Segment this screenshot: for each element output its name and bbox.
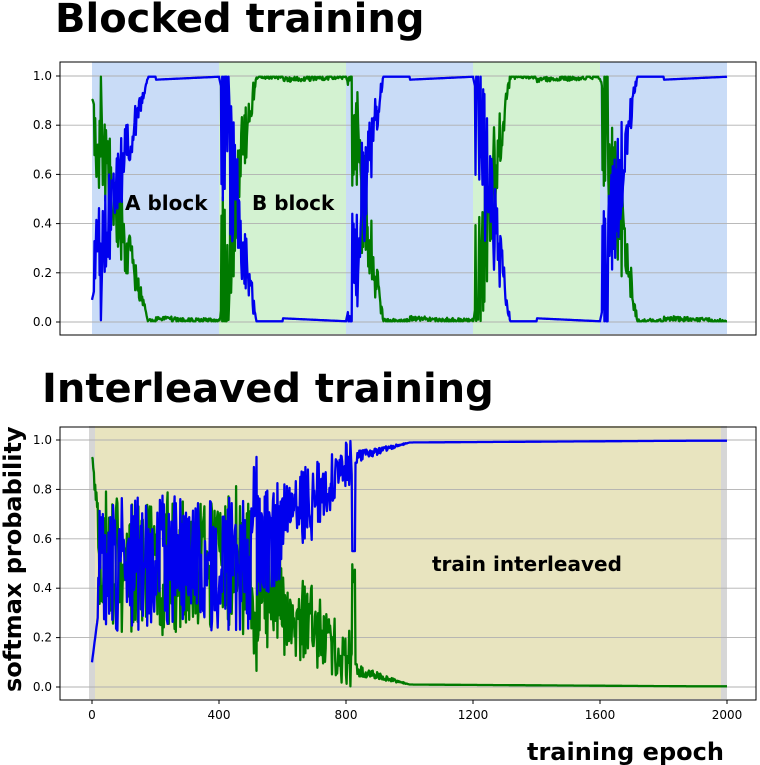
top-chart-title: Blocked training — [55, 0, 424, 42]
top-region-1 — [219, 62, 346, 334]
x-tick-label: 800 — [335, 708, 358, 722]
top-y-tick-label: 0.4 — [33, 217, 52, 231]
bottom-series-green-line — [90, 456, 728, 688]
bottom-y-tick-label: 0.0 — [33, 680, 52, 694]
bottom-yticks: 0.0 0.2 0.4 0.6 0.8 1.0 — [33, 433, 60, 694]
top-y-tick-label: 1.0 — [33, 69, 52, 83]
bottom-y-tick-label: 1.0 — [33, 433, 52, 447]
top-y-tick-label: 0.6 — [33, 167, 52, 181]
x-tick-label: 400 — [208, 708, 231, 722]
x-tick-label: 2000 — [712, 708, 743, 722]
bottom-series-blue-line — [90, 439, 728, 663]
y-axis-label: softmax probability — [0, 426, 27, 692]
bottom-series — [90, 439, 728, 688]
bottom-region-edge-left — [89, 426, 95, 699]
top-axes-frame — [59, 61, 757, 336]
bottom-region-edge-right — [721, 426, 727, 699]
top-y-tick-label: 0.8 — [33, 118, 52, 132]
top-series — [90, 75, 728, 323]
x-tick-label: 0 — [88, 708, 96, 722]
bottom-y-tick-label: 0.6 — [33, 532, 52, 546]
bottom-xticks: 0 400 800 1200 1600 2000 — [88, 700, 742, 722]
top-y-tick-label: 0.2 — [33, 266, 52, 280]
region-label-a-block: A block — [125, 191, 208, 215]
x-tick-label: 1200 — [458, 708, 489, 722]
top-chart: 0.0 0.2 0.4 0.6 0.8 1.0 A block B block — [33, 61, 757, 336]
x-tick-label: 1600 — [585, 708, 616, 722]
top-y-tick-label: 0.0 — [33, 315, 52, 329]
bottom-y-tick-label: 0.4 — [33, 581, 52, 595]
x-axis-label: training epoch — [527, 738, 724, 765]
bottom-y-tick-label: 0.2 — [33, 631, 52, 645]
bottom-chart: 0.0 0.2 0.4 0.6 0.8 1.0 0 400 800 1200 1600 2000 t… — [33, 426, 757, 722]
bottom-chart-title: Interleaved training — [42, 366, 494, 412]
bottom-y-tick-label: 0.8 — [33, 482, 52, 496]
region-label-train-interleaved: train interleaved — [432, 552, 622, 576]
bottom-axes-frame — [59, 426, 757, 701]
region-label-b-block: B block — [252, 191, 335, 215]
top-series-blue-line — [90, 75, 728, 323]
top-yticks: 0.0 0.2 0.4 0.6 0.8 1.0 — [33, 69, 60, 329]
